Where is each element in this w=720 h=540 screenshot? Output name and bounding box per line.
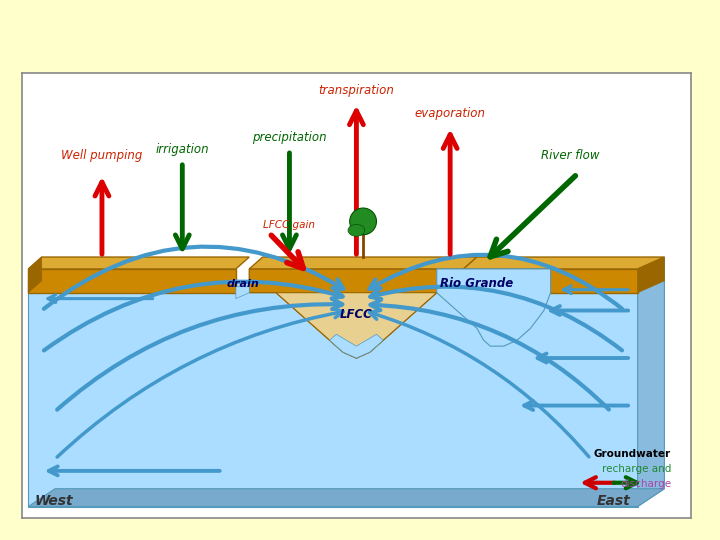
Polygon shape <box>437 269 551 346</box>
Polygon shape <box>249 269 464 358</box>
Text: precipitation: precipitation <box>252 131 327 144</box>
Text: East: East <box>597 494 631 508</box>
Text: Rio Grande: Rio Grande <box>441 276 513 289</box>
Text: West: West <box>35 494 73 508</box>
Polygon shape <box>28 257 42 293</box>
Ellipse shape <box>350 208 377 235</box>
Text: irrigation: irrigation <box>156 143 209 156</box>
Polygon shape <box>249 257 477 269</box>
Text: CONCEPTUAL MODEL OF WATER DYNAMICS: CONCEPTUAL MODEL OF WATER DYNAMICS <box>13 26 516 46</box>
Polygon shape <box>638 257 665 507</box>
Polygon shape <box>236 287 249 299</box>
Text: LFCC gain: LFCC gain <box>264 220 315 230</box>
Text: evaporation: evaporation <box>415 107 486 120</box>
Bar <box>28 281 638 507</box>
Text: drain: drain <box>226 279 259 289</box>
Text: discharge: discharge <box>620 478 671 489</box>
Ellipse shape <box>348 224 365 236</box>
Polygon shape <box>330 334 383 358</box>
Polygon shape <box>28 489 665 507</box>
Polygon shape <box>276 293 437 358</box>
Text: Groundwater: Groundwater <box>594 449 671 459</box>
Text: Well pumping: Well pumping <box>61 149 143 162</box>
Polygon shape <box>464 269 638 293</box>
Text: recharge and: recharge and <box>602 464 671 474</box>
Text: River flow: River flow <box>541 149 600 162</box>
Text: LFCC: LFCC <box>340 308 373 321</box>
Polygon shape <box>638 257 665 293</box>
Polygon shape <box>464 257 665 269</box>
Polygon shape <box>28 257 249 269</box>
Text: transpiration: transpiration <box>318 84 395 97</box>
Polygon shape <box>28 269 236 293</box>
